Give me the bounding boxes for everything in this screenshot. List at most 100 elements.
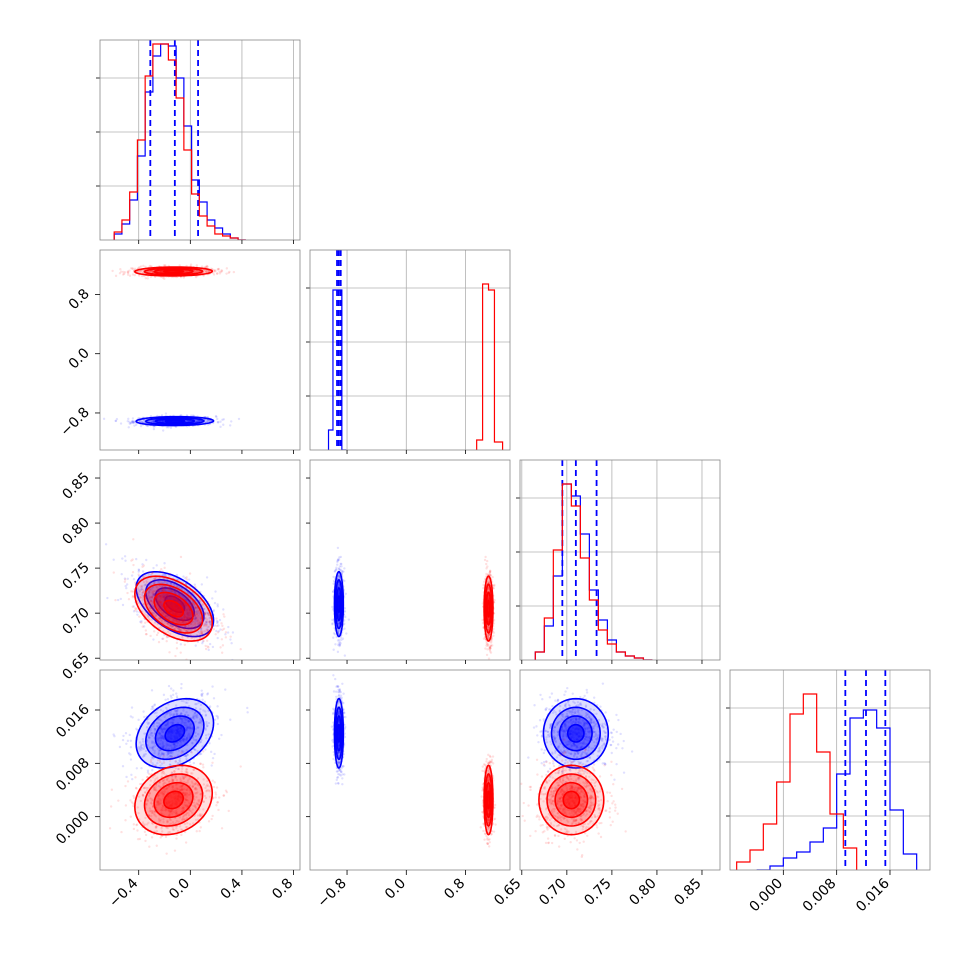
scatter-panel-p2-p3 [310,460,510,660]
scatter-point [180,687,182,689]
scatter-point [339,644,341,646]
scatter-point [132,538,134,540]
scatter-point [106,597,108,599]
scatter-point [337,547,339,549]
scatter-point [209,705,211,707]
scatter-point [221,638,223,640]
scatter-point [151,769,153,771]
scatter-point [227,626,229,628]
scatter-point [180,556,182,558]
scatter-point [213,753,215,755]
scatter-point [335,568,337,570]
scatter-point [212,646,214,648]
scatter-point [122,604,124,606]
scatter-point [219,646,221,648]
scatter-point [127,271,129,273]
scatter-point [131,558,133,560]
scatter-point [341,571,343,573]
scatter-point [180,651,182,653]
scatter-point [170,696,172,698]
scatter-point [213,628,215,630]
scatter-point [114,599,116,601]
scatter-point [142,710,144,712]
scatter-point [153,630,155,632]
scatter-point [172,694,174,696]
scatter-point [331,606,333,608]
scatter-point [113,735,115,737]
scatter-point [125,743,127,745]
scatter-point [120,270,122,272]
scatter-point [344,616,346,618]
scatter-point [160,568,162,570]
scatter-point [125,732,127,734]
scatter-point [120,422,122,424]
scatter-point [147,277,149,279]
scatter-point [168,651,170,653]
hist-panel-p4 [726,670,930,870]
scatter-point [172,689,174,691]
scatter-point [218,270,220,272]
scatter-point [140,767,142,769]
scatter-point [223,615,225,617]
scatter-point [140,621,142,623]
scatter-panel-p1-p2 [96,250,300,450]
scatter-point [152,638,154,640]
scatter-point [170,427,172,429]
scatter-point [180,683,182,685]
scatter-point [157,632,159,634]
scatter-point [184,644,186,646]
scatter-point [201,583,203,585]
scatter-point [188,578,190,580]
scatter-point [211,685,213,687]
scatter-point [128,426,130,428]
scatter-point [348,618,350,620]
scatter-point [219,426,221,428]
scatter-point [490,651,492,653]
scatter-point [194,587,196,589]
scatter-point [246,707,248,709]
scatter-point [202,596,204,598]
scatter-point [132,417,134,419]
scatter-point [189,572,191,574]
scatter-point [130,740,132,742]
scatter-point [125,776,127,778]
scatter-point [174,655,176,657]
scatter-point [132,564,134,566]
scatter-point [122,735,124,737]
scatter-point [162,276,164,278]
scatter-point [211,597,213,599]
scatter-point [216,705,218,707]
scatter-point [206,576,208,578]
scatter-point [207,601,209,603]
scatter-panel-p1-p3 [100,460,300,666]
scatter-point [138,568,140,570]
scatter-point [129,734,131,736]
scatter-point [194,584,196,586]
scatter-point [233,271,235,273]
scatter-point [344,654,346,656]
hist-panel-p1 [96,40,300,240]
scatter-point [148,571,150,573]
scatter-point [487,573,489,575]
scatter-point [218,738,220,740]
scatter-point [230,642,232,644]
scatter-point [166,636,168,638]
scatter-point [331,623,333,625]
scatter-point [190,263,192,265]
scatter-point [218,664,220,666]
scatter-point [207,692,209,694]
scatter-point [332,637,334,639]
scatter-point [489,647,491,649]
scatter-point [124,560,126,562]
scatter-point [117,599,119,601]
scatter-point [145,559,147,561]
scatter-point [485,567,487,569]
scatter-point [112,559,114,561]
scatter-point [215,415,217,417]
scatter-point [193,762,195,764]
scatter-point [131,778,133,780]
scatter-point [156,564,158,566]
scatter-point [334,643,336,645]
scatter-point [338,556,340,558]
